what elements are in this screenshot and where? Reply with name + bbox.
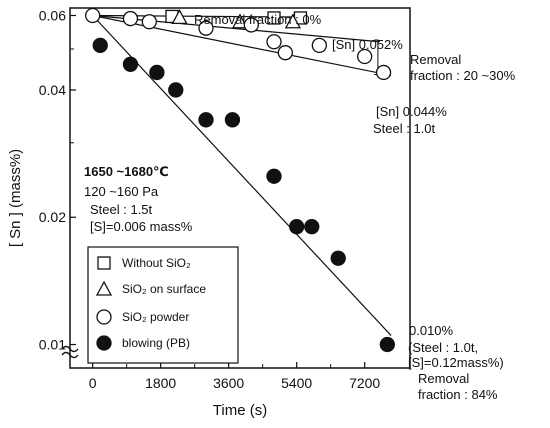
filled-circle-point	[198, 112, 214, 128]
y-tick-label: 0.06	[39, 7, 66, 23]
legend-label: SiO₂ powder	[122, 310, 189, 324]
filled-circle-point	[168, 82, 184, 98]
data-markers	[85, 7, 395, 353]
legend-filled-circle-icon	[96, 335, 112, 351]
y-tick-label: 0.04	[39, 82, 66, 98]
filled-circle-point	[266, 168, 282, 184]
trend-line	[92, 14, 392, 76]
filled-circle-point	[149, 64, 165, 81]
legend-box	[87, 246, 239, 364]
filled-circle-point	[330, 250, 346, 266]
open-circle-point	[266, 34, 282, 50]
annotation-removal-2030-line1: Removal	[410, 52, 461, 67]
annotation-removal-84-line2: fraction : 84%	[418, 387, 498, 402]
filled-circle-point	[92, 37, 108, 53]
annotation-sn-052: [Sn] 0.052%	[332, 37, 403, 52]
open-circle-point	[85, 7, 101, 24]
removal-bracket	[374, 39, 379, 76]
plot-frame	[69, 7, 411, 369]
open-circle-point	[141, 14, 157, 30]
annotation-removal-0: Removal fraction : 0%	[194, 12, 322, 27]
open-circle-point	[243, 17, 259, 33]
annotation-sn-044: [Sn] 0.044%	[376, 104, 447, 119]
square-point	[267, 11, 281, 25]
triangle-point	[284, 13, 301, 29]
y-tick-label: 0.01	[39, 337, 66, 353]
triangle-point	[231, 13, 249, 29]
annotation-final-sn: 0.010%	[409, 323, 454, 338]
y-tick-label: 0.02	[39, 209, 66, 225]
annotation-steel-15: Steel : 1.5t	[90, 202, 153, 217]
annotation-removal-84-line1: Removal	[418, 371, 469, 386]
open-circle-point	[122, 10, 139, 27]
filled-circle-point	[224, 112, 241, 128]
annotation-sulfur: [S]=0.006 mass%	[90, 219, 193, 234]
open-circle-point	[311, 37, 327, 53]
open-circle-point	[357, 48, 373, 65]
filled-circle-point	[122, 56, 139, 72]
y-axis-title: [ Sn ] (mass%)	[7, 149, 24, 247]
filled-circle-point	[289, 219, 305, 235]
annotation-pressure: 120 ~160 Pa	[84, 184, 159, 199]
legend: Without SiO₂ SiO₂ on surface SiO₂ powder bl…	[87, 246, 239, 364]
triangle-point	[171, 8, 188, 24]
annotation-removal-2030-line2: fraction : 20 ~30%	[410, 68, 516, 83]
x-tick-label: 5400	[281, 375, 312, 391]
legend-triangle-icon	[95, 280, 113, 296]
legend-circle-icon	[96, 309, 112, 325]
x-tick-label: 3600	[213, 375, 244, 391]
open-circle-point	[375, 64, 392, 81]
trend-line	[92, 15, 392, 336]
open-circle-point	[198, 20, 214, 36]
x-tick-label: 0	[89, 375, 97, 391]
y-axis-break	[61, 345, 79, 359]
trend-lines	[92, 14, 392, 336]
annotation-final-conditions-line1: (Steel : 1.0t,	[408, 340, 478, 355]
x-tick-label: 7200	[349, 375, 380, 391]
filled-circle-point	[379, 336, 395, 353]
annotation-final-conditions-line2: [S]=0.12mass%)	[408, 355, 504, 370]
annotation-temperature: 1650 ~1680℃	[84, 164, 169, 179]
legend-label: SiO₂ on surface	[122, 282, 206, 296]
legend-label: blowing (PB)	[122, 336, 190, 350]
annotations: Removal fraction : 0% [Sn] 0.052% Remova…	[84, 12, 516, 402]
annotation-steel-10: Steel : 1.0t	[373, 121, 436, 136]
trend-line	[92, 14, 380, 43]
x-tick-label: 1800	[145, 375, 176, 391]
axes: 0 1800 3600 5400 7200 0.01 0.02 0.04 0.06 Time (s…	[7, 7, 411, 419]
legend-square-icon	[97, 256, 111, 270]
legend-label: Without SiO₂	[122, 256, 191, 270]
open-circle-point	[277, 45, 293, 61]
x-axis-title: Time (s)	[213, 402, 267, 419]
filled-circle-point	[304, 219, 320, 235]
